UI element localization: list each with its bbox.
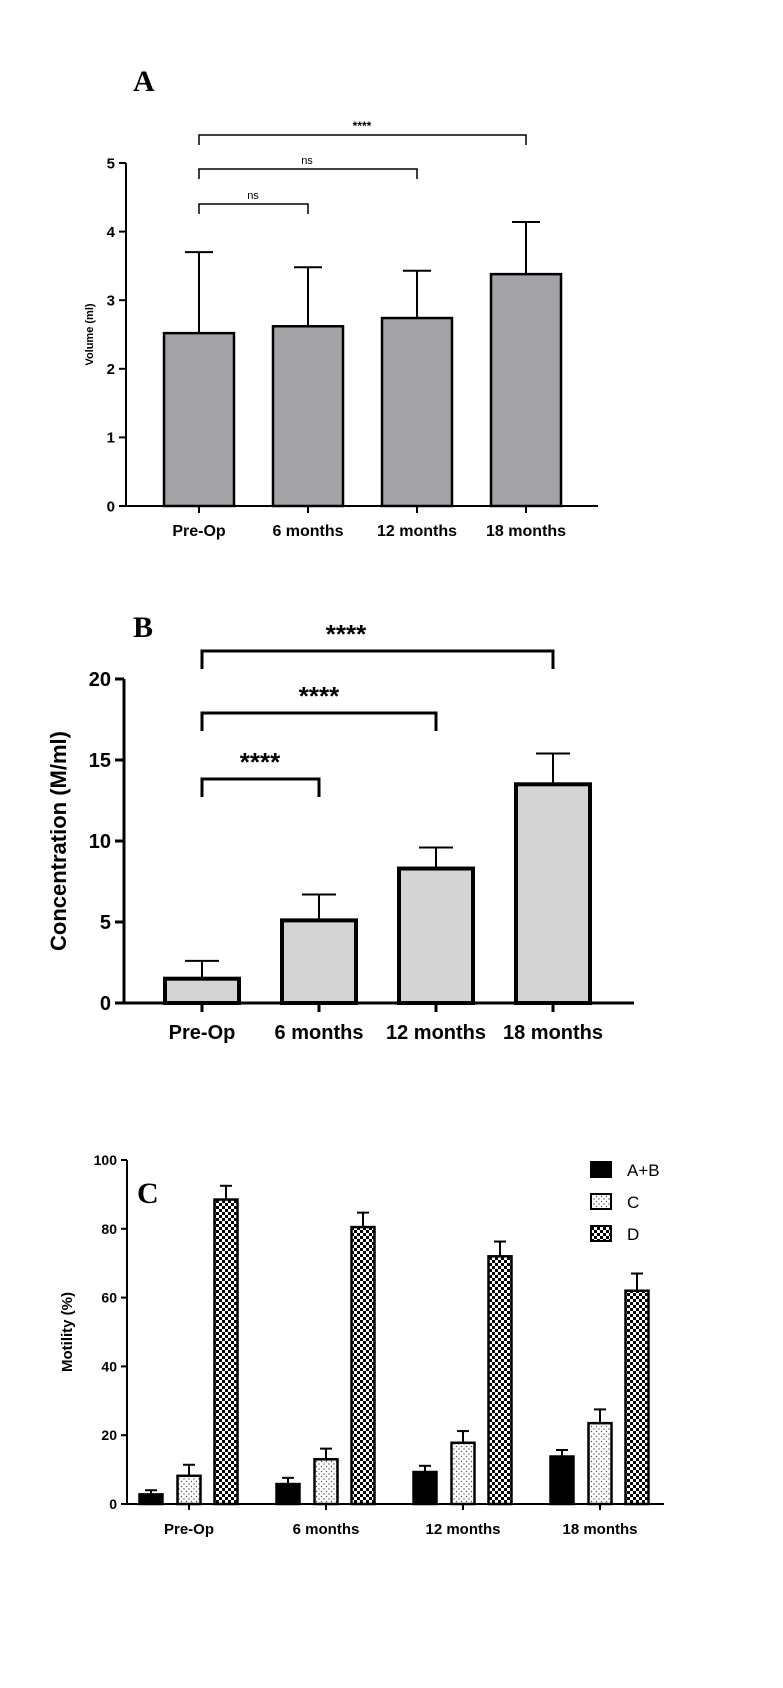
chart-c-motility: 0 20 40 60 80 100 Pre-Op 6 months 12 months 18 mo… bbox=[59, 1152, 664, 1538]
bar-c bbox=[587, 1421, 613, 1506]
x-tick-label: 12 months bbox=[377, 523, 457, 540]
significance-bracket bbox=[200, 777, 321, 797]
bar bbox=[163, 976, 241, 1006]
significance-bracket bbox=[198, 203, 309, 214]
bar bbox=[514, 782, 592, 1005]
bar bbox=[489, 272, 563, 508]
legend-label: A+B bbox=[627, 1161, 660, 1180]
y-tick-label: 5 bbox=[100, 912, 111, 934]
x-tick-label: 6 months bbox=[272, 523, 343, 540]
x-tick-label: 12 months bbox=[425, 1521, 500, 1538]
bar-c bbox=[313, 1458, 339, 1506]
y-tick-label: 60 bbox=[101, 1290, 117, 1306]
x-tick-label: 6 months bbox=[293, 1521, 360, 1538]
x-tick-label: 18 months bbox=[503, 1022, 603, 1044]
x-tick-label: 18 months bbox=[486, 523, 566, 540]
chart-a-volume: 0 1 2 3 4 5 Pre-Op 6 months 12 months 18 months Vo… bbox=[84, 119, 598, 540]
significance-bracket bbox=[200, 711, 438, 731]
y-tick-label: 80 bbox=[101, 1221, 117, 1237]
bar bbox=[380, 316, 454, 508]
bar bbox=[280, 918, 358, 1006]
panel-label-b: B bbox=[133, 611, 153, 644]
y-axis-label: Motility (%) bbox=[59, 1292, 76, 1372]
legend-swatch bbox=[590, 1161, 612, 1178]
x-tick-label: Pre-Op bbox=[169, 1022, 236, 1044]
x-tick-label: 6 months bbox=[275, 1022, 364, 1044]
significance-label: ns bbox=[301, 155, 313, 167]
significance-label: **** bbox=[240, 747, 281, 777]
y-tick-label: 20 bbox=[101, 1427, 117, 1443]
y-tick-label: 20 bbox=[89, 669, 111, 691]
x-tick-label: 12 months bbox=[386, 1022, 486, 1044]
chart-b-concentration: 0 5 10 15 20 Pre-Op 6 months 12 months 18 months… bbox=[46, 619, 634, 1044]
y-tick-label: 15 bbox=[89, 750, 111, 772]
bar-c bbox=[450, 1441, 476, 1506]
significance-label: **** bbox=[353, 119, 372, 133]
y-tick-label: 4 bbox=[107, 224, 116, 241]
y-tick-label: 5 bbox=[107, 155, 115, 172]
y-tick-label: 40 bbox=[101, 1358, 117, 1374]
bar-a-b bbox=[412, 1470, 438, 1506]
x-tick-label: Pre-Op bbox=[164, 1521, 214, 1538]
y-tick-label: 0 bbox=[109, 1496, 117, 1512]
y-tick-label: 0 bbox=[100, 993, 111, 1015]
bar-d bbox=[213, 1198, 239, 1506]
legend-swatch bbox=[590, 1225, 612, 1242]
legend-label: C bbox=[627, 1193, 639, 1212]
bar-d bbox=[624, 1289, 650, 1506]
y-tick-label: 0 bbox=[107, 498, 115, 515]
legend-label: D bbox=[627, 1225, 639, 1244]
panel-label-a: A bbox=[133, 65, 155, 98]
significance-label: ns bbox=[247, 190, 259, 202]
y-tick-label: 3 bbox=[107, 292, 115, 309]
bar-a-b bbox=[138, 1493, 164, 1506]
bar bbox=[397, 866, 475, 1005]
significance-bracket bbox=[198, 134, 527, 145]
legend-swatch bbox=[590, 1193, 612, 1210]
bar-c bbox=[176, 1474, 202, 1506]
significance-label: **** bbox=[299, 681, 340, 711]
bar-a-b bbox=[275, 1482, 301, 1506]
bar bbox=[271, 325, 345, 508]
x-tick-label: 18 months bbox=[562, 1521, 637, 1538]
bar bbox=[162, 331, 236, 508]
x-tick-label: Pre-Op bbox=[172, 523, 226, 540]
y-axis-label: Volume (ml) bbox=[84, 303, 96, 365]
y-axis-label: Concentration (M/ml) bbox=[46, 731, 71, 951]
y-tick-label: 100 bbox=[94, 1152, 118, 1168]
bar-d bbox=[350, 1225, 376, 1506]
significance-bracket bbox=[198, 168, 418, 179]
bar-d bbox=[487, 1255, 513, 1506]
y-tick-label: 1 bbox=[107, 430, 115, 447]
y-tick-label: 2 bbox=[107, 361, 115, 378]
significance-label: **** bbox=[326, 619, 367, 649]
y-tick-label: 10 bbox=[89, 831, 111, 853]
significance-bracket bbox=[200, 649, 555, 669]
panel-label-c: C bbox=[137, 1177, 159, 1210]
bar-a-b bbox=[549, 1455, 575, 1506]
